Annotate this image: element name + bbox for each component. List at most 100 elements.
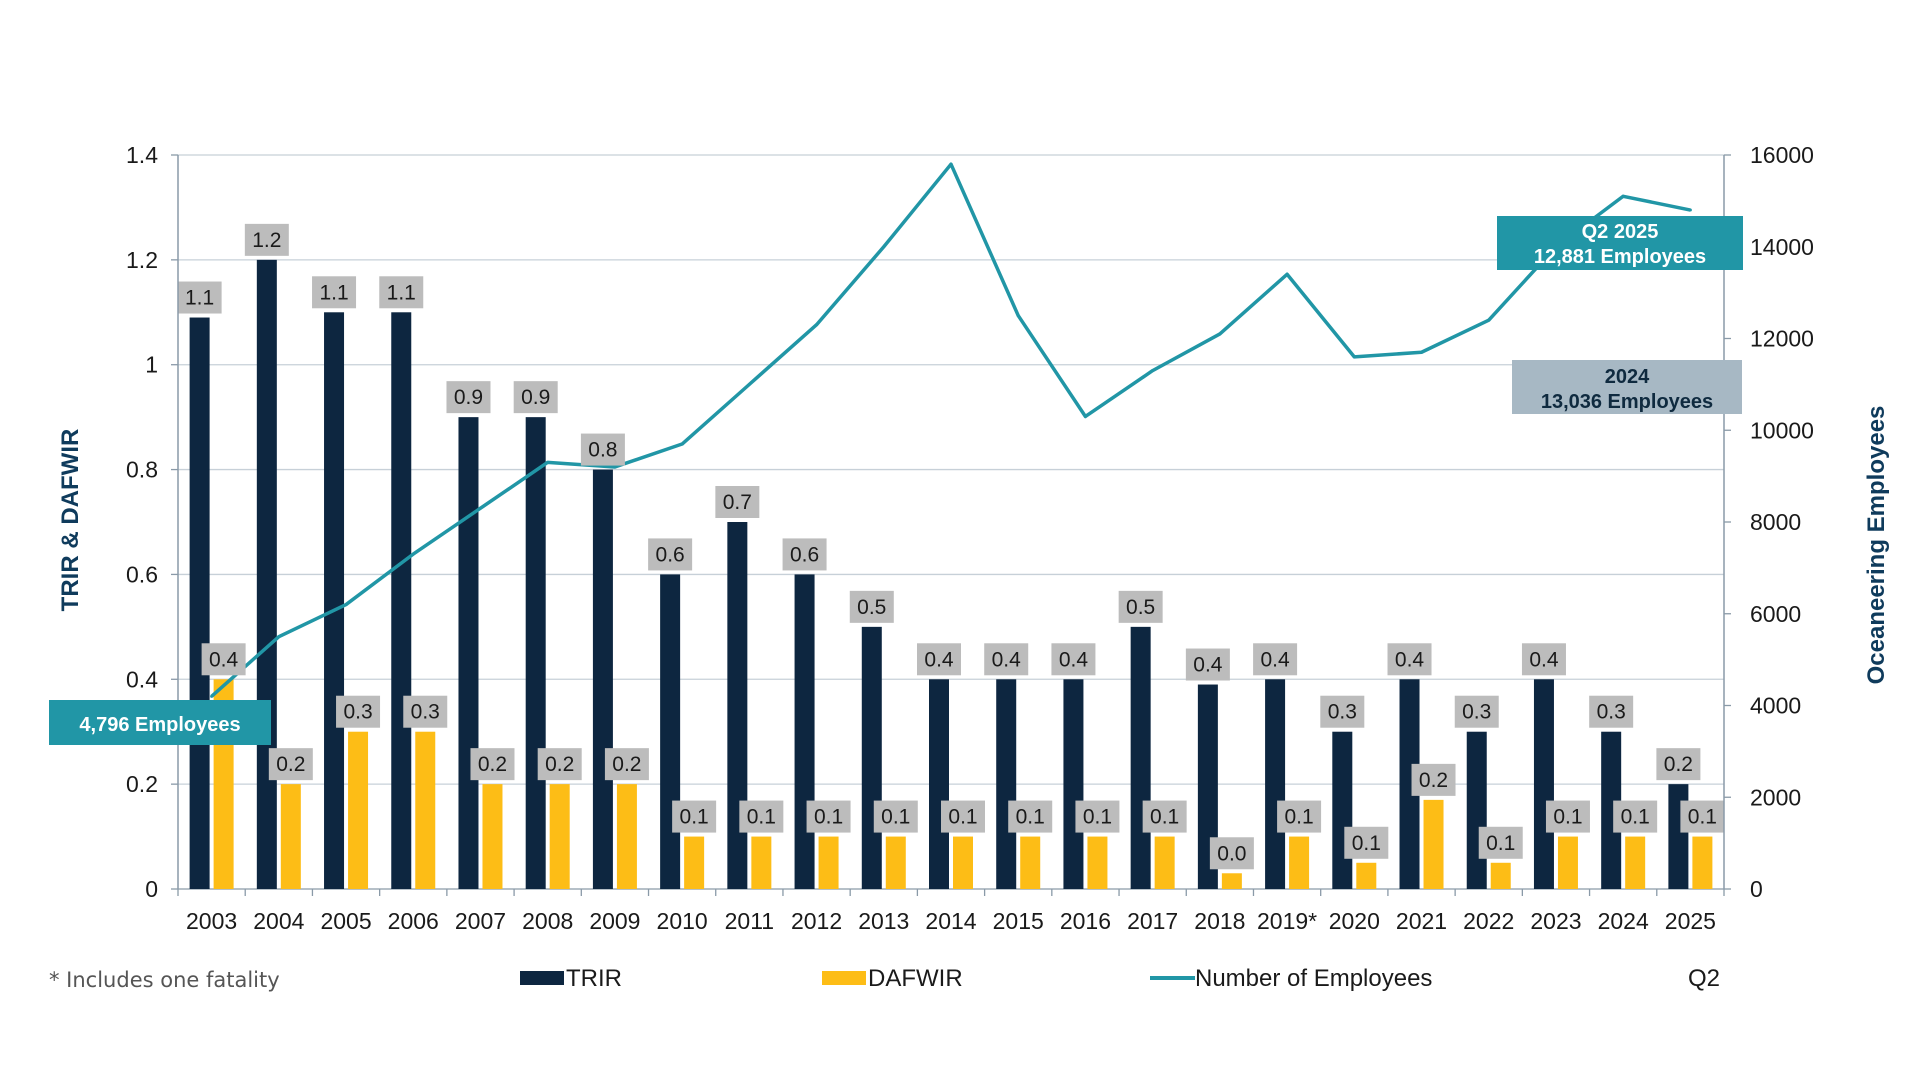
- employees-line: [210, 162, 1691, 698]
- data-label: 1.1: [387, 281, 416, 304]
- data-label-box: [1411, 763, 1456, 796]
- data-label-box: [580, 433, 625, 466]
- data-label-box: [1051, 643, 1096, 676]
- left-axis-title: TRIR & DAFWIR: [57, 429, 84, 612]
- dafwir-bar: [482, 784, 503, 889]
- dafwir-bar: [280, 784, 301, 889]
- left-axis-tick-label: 1: [145, 352, 158, 378]
- dafwir-bar: [1625, 836, 1646, 889]
- data-label-box: [1478, 826, 1523, 859]
- data-label: 0.1: [1083, 806, 1112, 829]
- data-label: 0.1: [747, 806, 776, 829]
- x-axis-tick-label: 2012: [791, 908, 842, 934]
- trir-bar: [1466, 731, 1487, 889]
- data-label: 1.1: [319, 281, 348, 304]
- data-label-box: [1253, 643, 1298, 676]
- data-label-box: [1142, 800, 1187, 833]
- data-label-box: [1680, 800, 1725, 833]
- footnote: * Includes one fatality: [49, 968, 280, 992]
- trir-bar: [391, 312, 412, 889]
- x-axis-tick-label: 2014: [925, 908, 976, 934]
- dafwir-bar: [1356, 862, 1377, 889]
- employees-point: [411, 552, 415, 556]
- left-axis-tick-label: 1.2: [126, 247, 158, 273]
- dafwir-bar: [1692, 836, 1713, 889]
- x-axis-tick-label: 2003: [186, 908, 237, 934]
- employees-point: [1688, 208, 1692, 212]
- trir-bar: [1265, 679, 1286, 889]
- employees-point: [815, 323, 819, 327]
- data-label-box: [1118, 590, 1163, 623]
- data-label-box: [941, 800, 985, 833]
- data-label-box: [379, 276, 424, 309]
- data-label: 0.1: [1284, 806, 1313, 829]
- trir-bar: [592, 469, 613, 889]
- data-label: 0.4: [992, 648, 1022, 671]
- employees-point: [344, 603, 348, 607]
- data-label-box: [268, 748, 313, 781]
- dafwir-bar: [684, 836, 705, 889]
- data-label: 0.2: [545, 753, 574, 776]
- dafwir-bar: [549, 784, 570, 889]
- employees-point: [1420, 350, 1424, 354]
- x-axis-tick-label: 2024: [1598, 908, 1649, 934]
- data-label: 0.4: [1260, 648, 1290, 671]
- x-axis-tick-label: 2011: [725, 908, 774, 934]
- trir-bar: [727, 522, 748, 889]
- data-label-box: [513, 381, 558, 414]
- data-label-box: [537, 748, 582, 781]
- data-label-box: [1545, 800, 1590, 833]
- data-label-box: [782, 538, 827, 571]
- dafwir-bar: [1289, 836, 1310, 889]
- x-axis-tick-label: 2013: [858, 908, 909, 934]
- x-axis-tick-label: 2005: [320, 908, 371, 934]
- x-axis-tick-label: 2025: [1665, 908, 1716, 934]
- employees-point: [1487, 318, 1491, 322]
- trir-bar: [525, 417, 546, 889]
- legend-trir-swatch: [520, 971, 564, 985]
- data-label: 0.9: [521, 386, 550, 409]
- data-label-box: [470, 748, 515, 781]
- data-label: 0.1: [1688, 806, 1717, 829]
- data-label-box: [715, 486, 760, 518]
- data-label-box: [446, 381, 491, 414]
- employees-point: [1285, 272, 1289, 276]
- trir-bar: [660, 574, 681, 889]
- left-axis-tick-label: 1.4: [126, 142, 158, 168]
- data-label: 0.1: [1016, 806, 1045, 829]
- x-axis-tick-label: 2021: [1396, 908, 1447, 934]
- callout-2024-line1: 2024: [1605, 366, 1650, 388]
- right-axis-title: Oceaneering Employees: [1863, 406, 1890, 685]
- data-label: 0.9: [454, 386, 483, 409]
- employees-point: [747, 382, 751, 386]
- data-label: 0.3: [343, 701, 372, 724]
- employees-point: [1151, 369, 1155, 373]
- callout-2024: 2024 13,036 Employees: [1512, 360, 1742, 414]
- callout-q2-line2: 12,881 Employees: [1534, 246, 1706, 268]
- right-axis-tick-label: 14000: [1750, 234, 1814, 260]
- data-label: 0.1: [1150, 806, 1179, 829]
- trir-bar: [1533, 679, 1554, 889]
- data-label-box: [1185, 648, 1230, 681]
- data-label-box: [739, 800, 784, 833]
- employees-point: [1218, 332, 1222, 336]
- x-axis-tick-label: 2007: [455, 908, 506, 934]
- dafwir-bar: [1087, 836, 1108, 889]
- legend-dafwir-label: DAFWIR: [868, 965, 963, 992]
- data-label: 1.1: [185, 287, 214, 310]
- data-label: 0.4: [1193, 654, 1223, 677]
- data-label: 0.5: [1126, 596, 1155, 619]
- data-label-box: [244, 223, 289, 256]
- callout-start-text: 4,796 Employees: [79, 714, 240, 736]
- trir-bar: [1063, 679, 1084, 889]
- data-label: 0.2: [276, 753, 305, 776]
- trir-bar: [1130, 626, 1151, 889]
- employees-point: [882, 245, 886, 249]
- right-axis-tick-label: 16000: [1750, 142, 1814, 168]
- data-label-box: [1387, 643, 1432, 676]
- data-label-box: [984, 643, 1029, 676]
- data-label-box: [1209, 837, 1254, 870]
- dafwir-bar: [885, 836, 906, 889]
- dafwir-bar: [616, 784, 637, 889]
- data-label-box: [1320, 695, 1365, 728]
